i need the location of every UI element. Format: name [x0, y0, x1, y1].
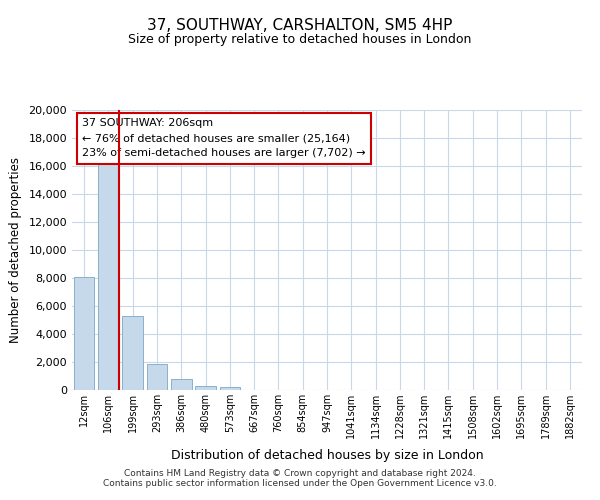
- Text: Size of property relative to detached houses in London: Size of property relative to detached ho…: [128, 32, 472, 46]
- Text: 37, SOUTHWAY, CARSHALTON, SM5 4HP: 37, SOUTHWAY, CARSHALTON, SM5 4HP: [148, 18, 452, 32]
- Bar: [171, 379, 191, 390]
- Text: 37 SOUTHWAY: 206sqm
← 76% of detached houses are smaller (25,164)
23% of semi-de: 37 SOUTHWAY: 206sqm ← 76% of detached ho…: [82, 118, 366, 158]
- Y-axis label: Number of detached properties: Number of detached properties: [8, 157, 22, 343]
- Bar: [98, 159, 119, 390]
- Bar: [122, 316, 143, 390]
- Bar: [74, 276, 94, 390]
- X-axis label: Distribution of detached houses by size in London: Distribution of detached houses by size …: [170, 450, 484, 462]
- Bar: [195, 386, 216, 390]
- Bar: [146, 364, 167, 390]
- Bar: [220, 387, 240, 390]
- Text: Contains HM Land Registry data © Crown copyright and database right 2024.: Contains HM Land Registry data © Crown c…: [124, 468, 476, 477]
- Text: Contains public sector information licensed under the Open Government Licence v3: Contains public sector information licen…: [103, 478, 497, 488]
